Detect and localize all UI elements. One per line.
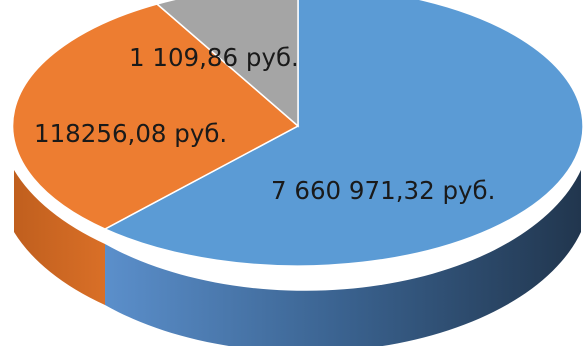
pie-side-blue [105, 170, 581, 346]
slice-label-gray: 1 109,86 руб. [129, 43, 299, 72]
pie-side-orange [14, 170, 105, 305]
pie-slice-orange [11, 3, 300, 230]
pie-slice-blue [103, 0, 583, 267]
slice-label-blue: 7 660 971,32 руб. [271, 176, 495, 205]
slice-label-orange: 118256,08 руб. [34, 119, 227, 148]
pie-slice-gray [155, 0, 299, 128]
